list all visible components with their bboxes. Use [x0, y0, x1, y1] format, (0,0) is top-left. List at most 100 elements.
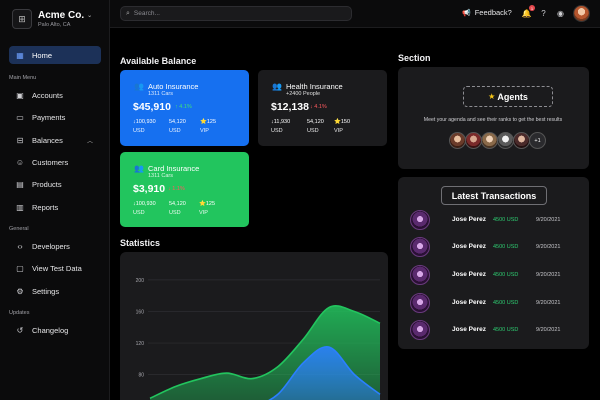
- transaction-row[interactable]: Jose Perez 4500 USD 9/20/2021: [398, 293, 588, 315]
- card-subtitle: 1311 Cars: [148, 91, 173, 97]
- series-area-2: [269, 346, 380, 400]
- transaction-amount: 4500 USD: [493, 327, 519, 333]
- transactions-panel: Latest Transactions Jose Perez 4500 USD …: [398, 177, 589, 349]
- transaction-row[interactable]: Jose Perez 4500 USD 9/20/2021: [398, 237, 588, 259]
- card-stat-unit: VIP: [199, 210, 208, 216]
- agent-avatar[interactable]: [481, 132, 498, 149]
- card-stat-unit: USD: [133, 210, 145, 216]
- statistics-chart-panel: 2001601208040: [120, 252, 388, 400]
- notification-badge: 1: [529, 5, 535, 11]
- sidebar-item-home[interactable]: ▦ Home: [9, 46, 101, 64]
- sidebar-item-customers[interactable]: ☺ Customers: [9, 153, 101, 171]
- transaction-name: Jose Perez: [452, 243, 486, 250]
- search-icon: ⌕: [126, 9, 130, 17]
- people-icon: 👥: [272, 82, 282, 91]
- transaction-date: 9/20/2021: [536, 327, 561, 333]
- brand-switcher[interactable]: ⊞ Acme Co. ⌄ Palo Alto, CA: [12, 9, 92, 29]
- avatar: [410, 293, 430, 313]
- sidebar-item-changelog[interactable]: ↺ Changelog: [9, 321, 101, 339]
- transaction-date: 9/20/2021: [536, 244, 561, 250]
- card-stat-unit: USD: [169, 128, 181, 134]
- gear-icon: ⚙: [16, 286, 24, 296]
- card-amount: $3,910: [133, 183, 166, 195]
- sidebar-item-developers[interactable]: ‹› Developers: [9, 237, 101, 255]
- search-input[interactable]: [133, 10, 334, 17]
- help-button[interactable]: ?: [538, 8, 549, 19]
- agents-description: Meet your agenda and see their ranks to …: [423, 117, 563, 123]
- transaction-amount: 4500 USD: [493, 272, 519, 278]
- balance-card-card[interactable]: 👥 Card Insurance 1311 Cars $3,910 ↓ 1.1%…: [120, 152, 249, 227]
- card-stat-unit: USD: [133, 128, 145, 134]
- latest-transactions-button[interactable]: Latest Transactions: [441, 186, 547, 205]
- card-amount: $45,910: [133, 101, 171, 113]
- balance-card-auto[interactable]: 👥 Auto Insurance 1311 Cars $45,910 ↑ 4.1…: [120, 70, 249, 146]
- avatar: [410, 320, 430, 340]
- agent-avatar[interactable]: [449, 132, 466, 149]
- user-avatar[interactable]: [573, 5, 590, 22]
- feedback-label: Feedback?: [474, 8, 512, 17]
- sidebar-item-label: Balances: [32, 135, 63, 145]
- card-stat: ⭐125: [200, 119, 217, 125]
- card-stat: 54,120: [307, 119, 324, 125]
- search-box[interactable]: ⌕: [120, 6, 352, 21]
- agent-avatar[interactable]: [513, 132, 530, 149]
- github-icon: ◉: [557, 9, 564, 18]
- agent-avatar[interactable]: [497, 132, 514, 149]
- card-stat: ⭐125: [199, 201, 216, 207]
- card-stat: 54,120: [169, 119, 186, 125]
- sidebar-item-payments[interactable]: ▭ Payments: [9, 108, 101, 126]
- avatar: [410, 237, 430, 257]
- transaction-date: 9/20/2021: [536, 300, 561, 306]
- sidebar-item-products[interactable]: ▤ Products: [9, 175, 101, 193]
- balance-card-health[interactable]: 👥 Health Insurance +2400 People $12,138 …: [258, 70, 387, 146]
- transaction-amount: 4500 USD: [493, 217, 519, 223]
- sidebar-item-label: Payments: [32, 112, 66, 122]
- balances-icon: ⊟: [16, 135, 24, 145]
- card-stat: 54,120: [169, 201, 186, 207]
- brand-location: Palo Alto, CA: [38, 22, 71, 28]
- transaction-row[interactable]: Jose Perez 4500 USD 9/20/2021: [398, 210, 588, 232]
- sidebar-item-label: Settings: [32, 286, 60, 296]
- transaction-row[interactable]: Jose Perez 4500 USD 9/20/2021: [398, 265, 588, 287]
- sidebar-item-label: Customers: [32, 157, 69, 167]
- database-icon: ▢: [16, 263, 24, 273]
- github-button[interactable]: ◉: [555, 8, 566, 19]
- topbar: ⌕ 📢 Feedback? 🔔 1 ? ◉: [110, 0, 600, 28]
- card-title: Health Insurance: [286, 82, 343, 91]
- statistics-title: Statistics: [120, 238, 161, 248]
- transaction-row[interactable]: Jose Perez 4500 USD 9/20/2021: [398, 320, 588, 342]
- notifications-button[interactable]: 🔔 1: [521, 5, 535, 19]
- accounts-icon: ▣: [16, 90, 24, 100]
- card-title: Card Insurance: [148, 164, 200, 173]
- grid-icon: ⊞: [12, 9, 32, 29]
- sidebar-item-balances[interactable]: ⊟ Balances ︿: [9, 131, 101, 149]
- card-title: Auto Insurance: [148, 82, 199, 91]
- sidebar-item-accounts[interactable]: ▣ Accounts: [9, 86, 101, 104]
- agent-avatar[interactable]: [465, 132, 482, 149]
- help-icon: ?: [541, 9, 546, 18]
- brand-text: Acme Co. ⌄ Palo Alto, CA: [38, 10, 92, 28]
- sidebar: ⊞ Acme Co. ⌄ Palo Alto, CA ▦ Home Main M…: [0, 0, 110, 400]
- card-change: ↓ 4.1%: [310, 104, 327, 110]
- card-stat-unit: USD: [271, 128, 283, 134]
- sidebar-item-view-test-data[interactable]: ▢ View Test Data: [9, 259, 101, 277]
- transaction-date: 9/20/2021: [536, 217, 561, 223]
- megaphone-icon: 📢: [462, 9, 471, 17]
- y-tick-label: 120: [136, 341, 145, 347]
- y-tick-label: 160: [136, 309, 145, 315]
- section-title: Section: [398, 53, 431, 63]
- card-change: ↓ 1.1%: [168, 186, 185, 192]
- feedback-button[interactable]: 📢 Feedback?: [462, 8, 512, 17]
- available-balance-title: Available Balance: [120, 56, 197, 66]
- sidebar-item-label: Products: [32, 179, 62, 189]
- cards-icon: 👥: [134, 164, 144, 173]
- transaction-name: Jose Perez: [452, 271, 486, 278]
- avatar: [410, 210, 430, 230]
- agents-button[interactable]: ★ Agents: [463, 86, 553, 107]
- statistics-chart: 2001601208040: [136, 278, 381, 400]
- series-line-1: [149, 305, 381, 400]
- sidebar-item-reports[interactable]: ▥ Reports: [9, 198, 101, 216]
- sidebar-item-label: Changelog: [32, 325, 69, 335]
- sidebar-item-settings[interactable]: ⚙ Settings: [9, 282, 101, 300]
- agents-more-button[interactable]: +1: [529, 132, 546, 149]
